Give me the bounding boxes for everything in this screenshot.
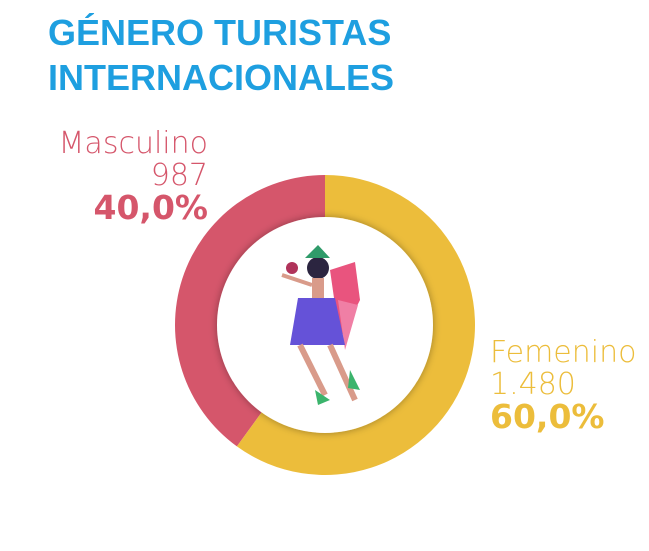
chart: GÉNERO TURISTAS INTERNACIONALES Masculin… xyxy=(0,0,649,551)
category-label: Masculino xyxy=(59,126,208,161)
category-label: Femenino xyxy=(490,335,636,370)
chart-title: INTERNACIONALES xyxy=(48,57,394,98)
chart-title: GÉNERO TURISTAS xyxy=(48,12,391,53)
percentage-label: 60,0% xyxy=(490,397,605,436)
percentage-label: 40,0% xyxy=(94,188,209,227)
